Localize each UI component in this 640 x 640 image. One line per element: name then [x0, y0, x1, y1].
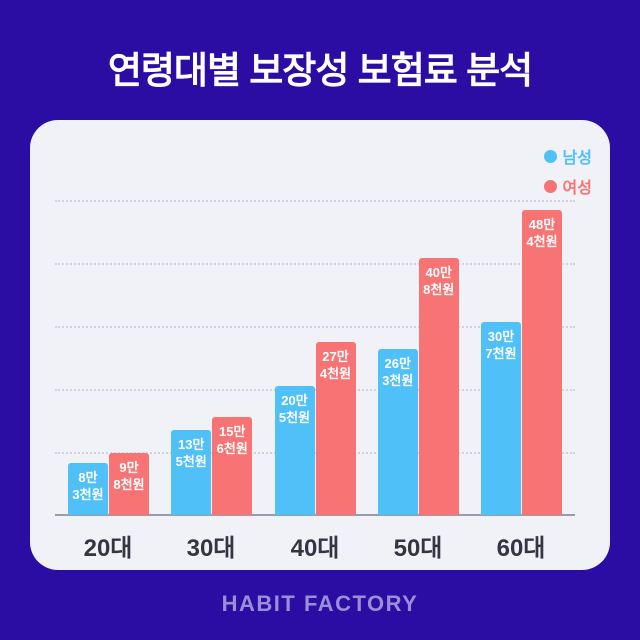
bar-여성-40대: 27만 4천원 — [315, 342, 356, 515]
bar-여성-30대: 15만 6천원 — [212, 417, 253, 515]
x-axis-line — [55, 514, 575, 516]
chart-card: 남성 여성 8만 3천원 9만 8천원 20대 13만 5천원 15만 6천원 30대 20… — [30, 120, 610, 570]
bar-value-label-여성-40대: 27만 4천원 — [319, 349, 352, 381]
gridline-40만원 — [55, 263, 575, 265]
bar-value-label-남성-20대: 8만 3천원 — [72, 470, 104, 502]
legend-item-male: 남성 — [543, 144, 592, 168]
legend-item-female: 여성 — [543, 174, 592, 198]
bar-value-label-여성-60대: 48만 4천원 — [526, 217, 558, 249]
x-axis-label-30대: 30대 — [186, 535, 236, 562]
x-axis-label-20대: 20대 — [83, 535, 133, 562]
x-axis-label-40대: 40대 — [290, 535, 340, 562]
bar-남성-60대: 30만 7천원 — [481, 322, 521, 515]
bar-남성-40대: 20만 5천원 — [274, 386, 315, 515]
page-title: 연령대별 보장성 보험료 분석 — [107, 50, 533, 91]
bar-여성-60대: 48만 4천원 — [522, 210, 562, 515]
bar-value-label-여성-20대: 9만 8천원 — [113, 460, 145, 492]
chart-legend: 남성 여성 — [543, 144, 592, 198]
bar-value-label-남성-60대: 30만 7천원 — [485, 329, 517, 361]
bar-여성-20대: 9만 8천원 — [109, 453, 149, 515]
legend-label-male: 남성 — [562, 150, 592, 167]
bar-value-label-여성-50대: 40만 8천원 — [423, 265, 455, 297]
brand-footer: HABIT FACTORY — [221, 591, 419, 616]
bar-남성-30대: 13만 5천원 — [171, 430, 212, 515]
gridline-50만원 — [55, 200, 575, 202]
bar-value-label-남성-30대: 13만 5천원 — [175, 437, 207, 469]
plot-area: 8만 3천원 9만 8천원 20대 13만 5천원 15만 6천원 30대 20만 5천원 2… — [30, 120, 610, 570]
x-axis-label-50대: 50대 — [393, 535, 443, 562]
gridline-20만원 — [55, 389, 575, 391]
bar-남성-20대: 8만 3천원 — [68, 463, 108, 515]
x-axis-label-60대: 60대 — [496, 535, 546, 562]
female-legend-dot-icon — [543, 179, 557, 193]
bar-value-label-남성-40대: 20만 5천원 — [278, 393, 311, 425]
legend-label-female: 여성 — [562, 180, 592, 197]
male-legend-dot-icon — [543, 149, 557, 163]
bar-남성-50대: 26만 3천원 — [377, 349, 418, 515]
bar-여성-50대: 40만 8천원 — [418, 258, 459, 515]
bar-value-label-남성-50대: 26만 3천원 — [382, 356, 414, 388]
gridline-10만원 — [55, 452, 575, 454]
gridline-30만원 — [55, 326, 575, 328]
bar-value-label-여성-30대: 15만 6천원 — [216, 424, 248, 456]
